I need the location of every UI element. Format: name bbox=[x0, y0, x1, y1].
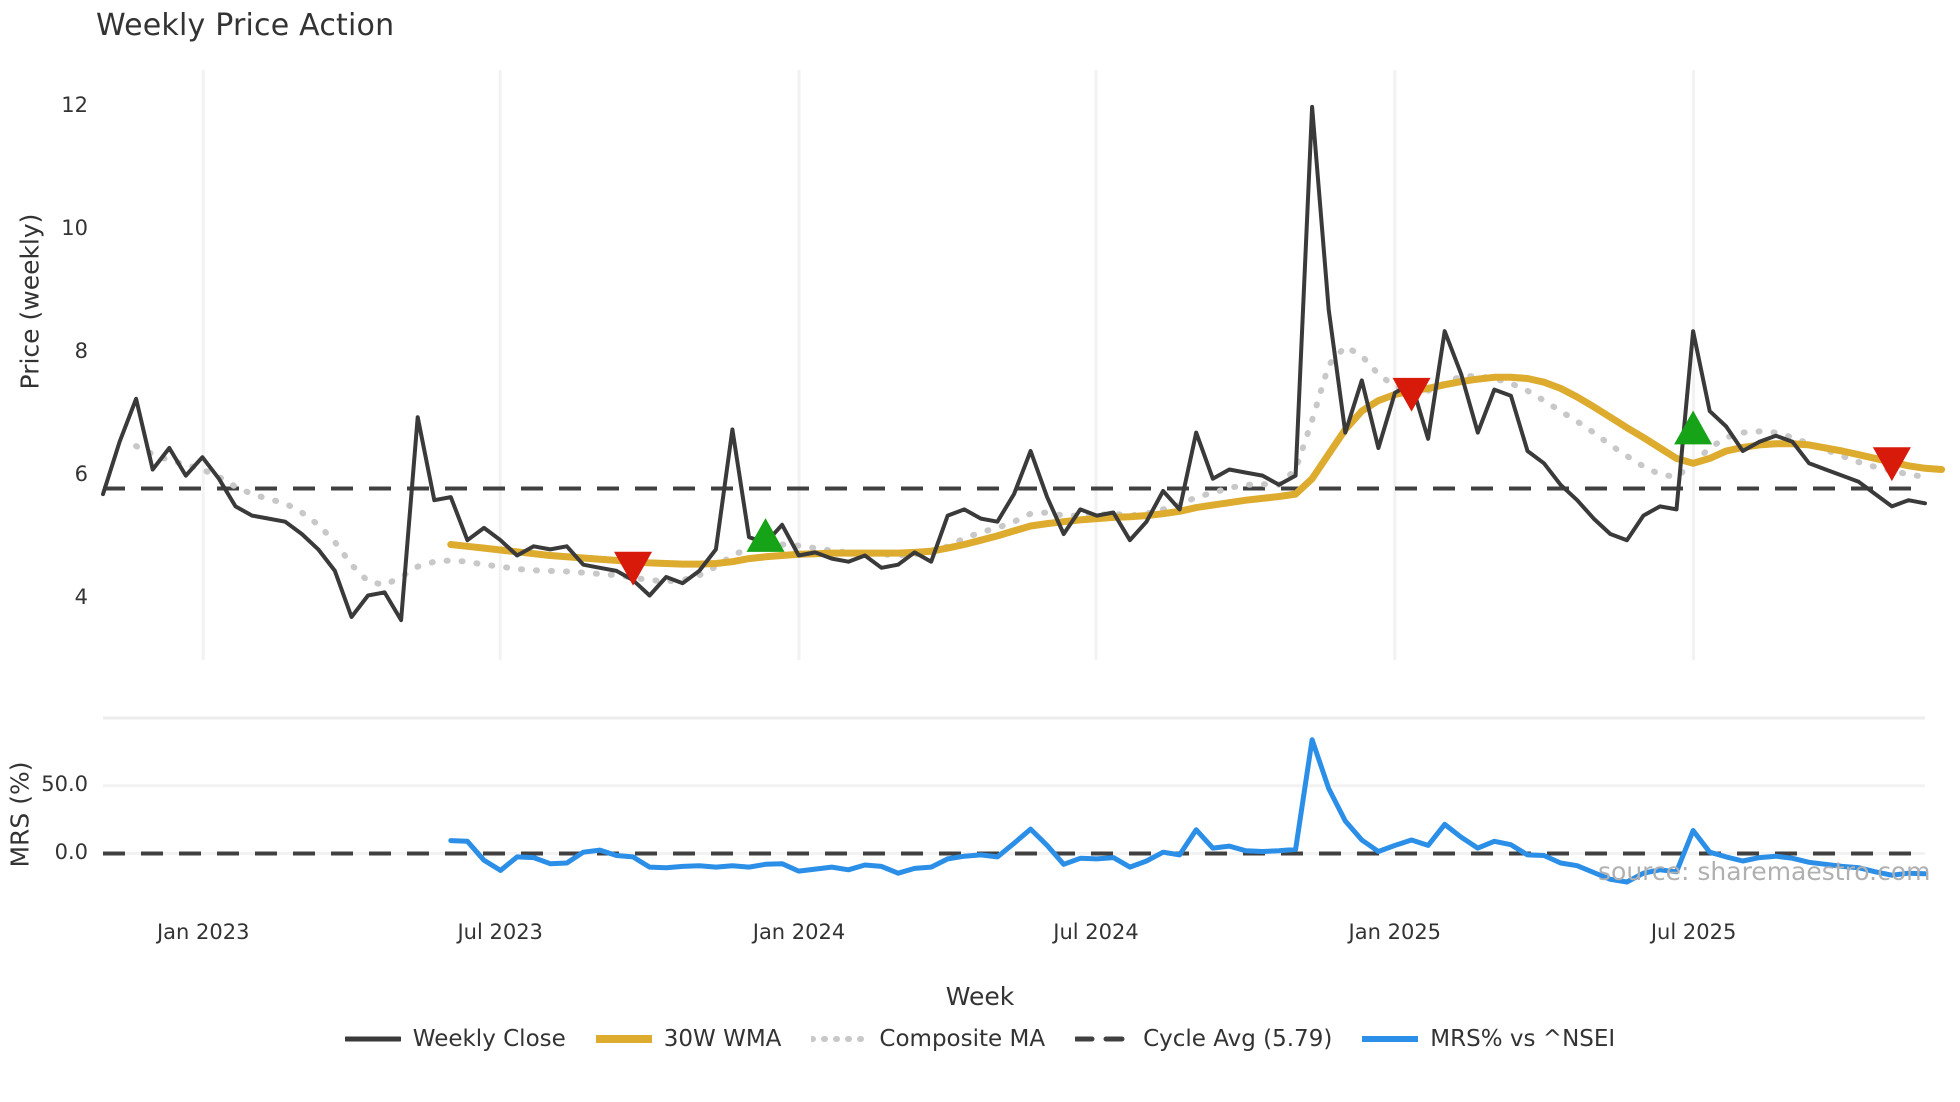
legend-label-1: 30W WMA bbox=[663, 1026, 782, 1052]
legend-swatch-icon-3 bbox=[1073, 1029, 1133, 1049]
buy-marker-triangle-1 bbox=[746, 518, 785, 552]
sell-marker-triangle-2 bbox=[1392, 377, 1431, 412]
legend-swatch-icon-1 bbox=[592, 1029, 655, 1049]
page-title: Weekly Price Action bbox=[96, 8, 395, 43]
watermark-source: source: sharemaestro.com bbox=[1598, 857, 1931, 886]
sell-marker-triangle-0 bbox=[614, 551, 653, 586]
chart-legend: Weekly Close 30W WMA Composite MA Cycle Avg… bbox=[0, 1026, 1960, 1052]
series-30w-wma bbox=[447, 373, 1946, 568]
y-tick-price-10: 10 bbox=[61, 215, 88, 240]
x-tick-jul-2024: Jul 2024 bbox=[1053, 920, 1139, 944]
y-tick-mrs-50.0: 50.0 bbox=[41, 771, 88, 796]
legend-item-2[interactable]: Composite MA bbox=[809, 1026, 1046, 1052]
series-composite-ma bbox=[133, 343, 1928, 588]
legend-swatch-icon-0 bbox=[343, 1029, 403, 1049]
legend-label-2: Composite MA bbox=[879, 1026, 1046, 1052]
legend-item-3[interactable]: Cycle Avg (5.79) bbox=[1073, 1026, 1333, 1052]
x-tick-jan-2023: Jan 2023 bbox=[156, 920, 250, 944]
x-tick-jul-2023: Jul 2023 bbox=[457, 920, 543, 944]
legend-item-1[interactable]: 30W WMA bbox=[592, 1026, 782, 1052]
y-tick-price-4: 4 bbox=[74, 584, 88, 609]
y-tick-price-8: 8 bbox=[74, 338, 88, 363]
x-tick-jan-2025: Jan 2025 bbox=[1348, 920, 1442, 944]
legend-label-4: MRS% vs ^NSEI bbox=[1430, 1026, 1616, 1052]
legend-item-0[interactable]: Weekly Close bbox=[343, 1026, 566, 1052]
legend-label-0: Weekly Close bbox=[412, 1026, 566, 1052]
buy-marker-triangle-3 bbox=[1674, 410, 1713, 445]
y-tick-mrs-0.0: 0.0 bbox=[54, 839, 88, 864]
x-tick-jan-2024: Jan 2024 bbox=[752, 920, 846, 944]
x-axis-label: Week bbox=[945, 982, 1015, 1011]
legend-swatch-icon-4 bbox=[1360, 1029, 1421, 1049]
legend-label-3: Cycle Avg (5.79) bbox=[1143, 1026, 1333, 1052]
series-weekly-close bbox=[101, 104, 1927, 623]
x-tick-jul-2025: Jul 2025 bbox=[1650, 920, 1737, 944]
legend-item-4[interactable]: MRS% vs ^NSEI bbox=[1360, 1026, 1616, 1052]
legend-swatch-icon-2 bbox=[809, 1029, 870, 1049]
sell-marker-triangle-4 bbox=[1872, 447, 1911, 482]
y-tick-price-6: 6 bbox=[74, 461, 88, 486]
y-tick-price-12: 12 bbox=[61, 92, 88, 117]
series-mrs-percent bbox=[448, 737, 1928, 885]
